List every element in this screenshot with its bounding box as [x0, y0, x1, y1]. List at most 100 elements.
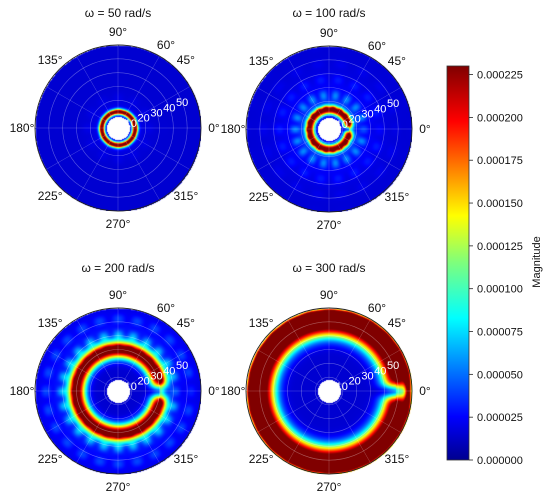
angle-tick-label: 315°	[384, 190, 409, 204]
angle-tick-label: 135°	[38, 53, 63, 67]
angle-tick-label: 0°	[208, 121, 220, 135]
radial-gridline	[259, 321, 399, 461]
angular-gridline	[334, 56, 371, 120]
colorbar-tick-label: 0.000225	[477, 70, 523, 82]
angle-tick-label: 315°	[173, 189, 198, 203]
polar-frame	[245, 307, 413, 475]
radial-gridline	[76, 349, 160, 433]
angle-tick-label: 225°	[249, 190, 274, 204]
polar-grid	[245, 307, 413, 475]
panel-title: ω = 300 rad/s	[292, 261, 365, 275]
radial-tick-label: 30	[150, 107, 162, 119]
angle-tick-label: 90°	[320, 26, 338, 40]
radial-tick-label: 10	[336, 381, 348, 393]
radial-gridline	[103, 113, 133, 143]
polar-grid	[245, 45, 413, 213]
polar-tick-labels: 90° 60°45° 0° 315° 270° 225° 180° 135° 10 20 30 40 5…	[10, 288, 220, 494]
angular-gridline	[287, 400, 324, 464]
angle-tick-label: 180°	[10, 384, 35, 398]
colorbar-tick-label: 0.000000	[477, 455, 523, 467]
panel-title: ω = 100 rad/s	[292, 6, 365, 20]
angle-tick-label: 225°	[38, 452, 63, 466]
angle-tick-label: 225°	[249, 452, 274, 466]
panel-title: ω = 50 rad/s	[85, 6, 151, 20]
panel-omega-200: ω = 200 rad/s 90° 60°45° 0° 315° 270° 225° 180…	[10, 261, 220, 494]
radial-gridline	[62, 335, 174, 447]
angle-tick-label: 45°	[388, 316, 406, 330]
angle-tick-label: 0°	[419, 122, 431, 136]
panel-title: ω = 200 rad/s	[81, 261, 154, 275]
angular-gridline	[338, 349, 402, 386]
polar-frame	[34, 44, 202, 212]
colorbar-ticks: 0.000225 0.000200 0.000175 0.000150 0.000125…	[469, 70, 523, 467]
radial-gridline	[273, 73, 385, 185]
angular-gridline	[256, 349, 320, 386]
radial-tick-label: 20	[138, 113, 150, 125]
colorbar-tick-label: 0.000150	[477, 198, 523, 210]
angle-tick-label: 90°	[109, 288, 127, 302]
radial-tick-label: 10	[125, 381, 137, 393]
radial-gridline	[287, 349, 371, 433]
polar-heatmap	[35, 45, 201, 211]
angular-gridline	[127, 349, 191, 386]
angular-gridline	[256, 87, 320, 124]
radial-tick-label: 50	[176, 360, 188, 372]
angular-gridline	[338, 134, 402, 171]
radial-gridline	[287, 87, 371, 171]
colorbar: 0.000225 0.000200 0.000175 0.000150 0.000125…	[446, 65, 543, 467]
radial-tick-label: 40	[374, 365, 386, 377]
radial-gridline	[314, 376, 344, 406]
polar-heatmap	[35, 308, 201, 474]
radial-gridline	[273, 335, 385, 447]
radial-tick-label: 40	[374, 103, 386, 115]
angular-gridline	[123, 137, 160, 201]
panel-omega-50: ω = 50 rad/s 90° 60°45° 0° 315° 270° 225° 180°…	[10, 6, 220, 231]
radial-gridline	[314, 114, 344, 144]
angular-gridline	[123, 55, 160, 119]
angular-gridline	[334, 400, 371, 464]
angle-tick-label: 180°	[221, 384, 246, 398]
panel-omega-100: ω = 100 rad/s 90° 60°45° 0° 315° 270° 225° 180…	[221, 6, 431, 232]
polar-frame	[34, 307, 202, 475]
angular-gridline	[127, 86, 191, 123]
angular-gridline	[123, 318, 160, 382]
angle-tick-label: 180°	[221, 122, 246, 136]
polar-heatmap	[246, 308, 412, 474]
angle-tick-label: 45°	[177, 316, 195, 330]
angular-gridline	[256, 134, 320, 171]
angle-tick-label: 90°	[109, 25, 127, 39]
angular-gridline	[287, 138, 324, 202]
colorbar-tick-label: 0.000100	[477, 284, 523, 296]
radial-gridline	[301, 101, 357, 157]
radial-gridline	[103, 376, 133, 406]
polar-grid	[34, 44, 202, 212]
polar-heatmap	[246, 46, 412, 212]
angle-tick-label: 315°	[384, 452, 409, 466]
angle-tick-label: 60°	[157, 38, 175, 52]
radial-gridline	[90, 363, 146, 419]
polar-tick-labels: 90° 60°45° 0° 315° 270° 225° 180° 135° 10 20 30 40 5…	[10, 25, 220, 231]
angle-tick-label: 315°	[173, 452, 198, 466]
radial-tick-label: 20	[138, 376, 150, 388]
radial-gridline	[62, 72, 174, 184]
radial-tick-label: 10	[336, 119, 348, 131]
colorbar-tick-label: 0.000075	[477, 327, 523, 339]
radial-gridline	[48, 321, 188, 461]
angular-gridline	[127, 396, 191, 433]
radial-tick-label: 20	[349, 376, 361, 388]
colorbar-tick-label: 0.000200	[477, 112, 523, 124]
angle-tick-label: 60°	[368, 301, 386, 315]
angle-tick-label: 60°	[157, 301, 175, 315]
angular-gridline	[123, 400, 160, 464]
angular-gridline	[76, 55, 113, 119]
angular-gridline	[338, 87, 402, 124]
radial-gridline	[259, 59, 399, 199]
radial-tick-label: 40	[163, 102, 175, 114]
radial-tick-label: 50	[387, 360, 399, 372]
angular-gridline	[45, 86, 109, 123]
angular-gridline	[334, 138, 371, 202]
colorbar-gradient	[446, 65, 470, 461]
angular-gridline	[45, 133, 109, 170]
radial-tick-label: 40	[163, 365, 175, 377]
